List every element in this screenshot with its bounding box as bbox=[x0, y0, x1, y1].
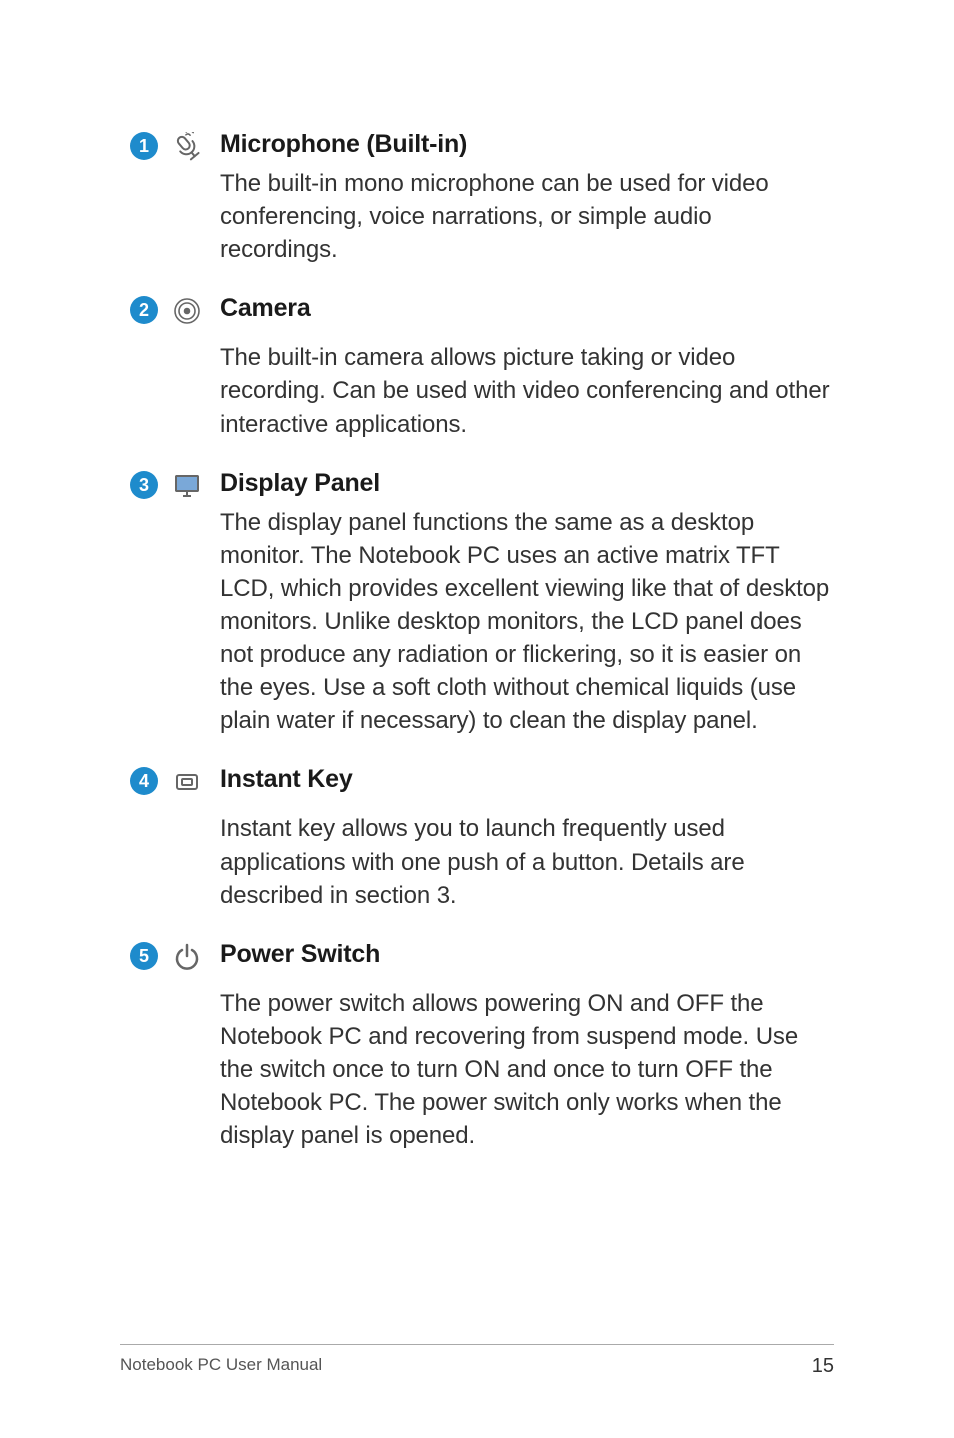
badge-col: 5 bbox=[120, 940, 168, 970]
section-heading: Display Panel bbox=[220, 469, 834, 498]
number-badge: 4 bbox=[130, 767, 158, 795]
page-footer: Notebook PC User Manual 15 bbox=[120, 1344, 834, 1378]
section-microphone: 1 Microphone (Built-in) The built-in mon… bbox=[120, 130, 834, 266]
key-icon bbox=[172, 767, 202, 797]
section-heading: Camera bbox=[220, 294, 834, 323]
section-camera: 2 Camera The built-in camera allows pict… bbox=[120, 294, 834, 440]
section-body: Instant key allows you to launch frequen… bbox=[220, 812, 834, 911]
badge-col: 1 bbox=[120, 130, 168, 160]
section-heading: Power Switch bbox=[220, 940, 834, 969]
section-body: The built-in camera allows picture takin… bbox=[220, 341, 834, 440]
section-heading: Instant Key bbox=[220, 765, 834, 794]
icon-col bbox=[168, 130, 220, 162]
badge-col: 4 bbox=[120, 765, 168, 795]
number-badge: 2 bbox=[130, 296, 158, 324]
power-icon bbox=[172, 942, 202, 972]
text-col: Camera The built-in camera allows pictur… bbox=[220, 294, 834, 440]
badge-col: 3 bbox=[120, 469, 168, 499]
icon-col bbox=[168, 765, 220, 797]
section-instant-key: 4 Instant Key Instant key allows you to … bbox=[120, 765, 834, 911]
page-number: 15 bbox=[812, 1355, 834, 1378]
section-body: The built-in mono microphone can be used… bbox=[220, 167, 834, 266]
mic-icon bbox=[172, 132, 202, 162]
section-body: The display panel functions the same as … bbox=[220, 506, 834, 738]
text-col: Display Panel The display panel function… bbox=[220, 469, 834, 738]
icon-col bbox=[168, 940, 220, 972]
icon-col bbox=[168, 294, 220, 326]
display-icon bbox=[172, 471, 202, 501]
number-badge: 1 bbox=[130, 132, 158, 160]
footer-title: Notebook PC User Manual bbox=[120, 1355, 322, 1378]
number-badge: 3 bbox=[130, 471, 158, 499]
section-power: 5 Power Switch The power switch allows p… bbox=[120, 940, 834, 1153]
text-col: Instant Key Instant key allows you to la… bbox=[220, 765, 834, 911]
camera-icon bbox=[172, 296, 202, 326]
text-col: Power Switch The power switch allows pow… bbox=[220, 940, 834, 1153]
section-body: The power switch allows powering ON and … bbox=[220, 987, 834, 1153]
section-heading: Microphone (Built-in) bbox=[220, 130, 834, 159]
section-display: 3 Display Panel The display panel functi… bbox=[120, 469, 834, 738]
badge-col: 2 bbox=[120, 294, 168, 324]
icon-col bbox=[168, 469, 220, 501]
text-col: Microphone (Built-in) The built-in mono … bbox=[220, 130, 834, 266]
number-badge: 5 bbox=[130, 942, 158, 970]
